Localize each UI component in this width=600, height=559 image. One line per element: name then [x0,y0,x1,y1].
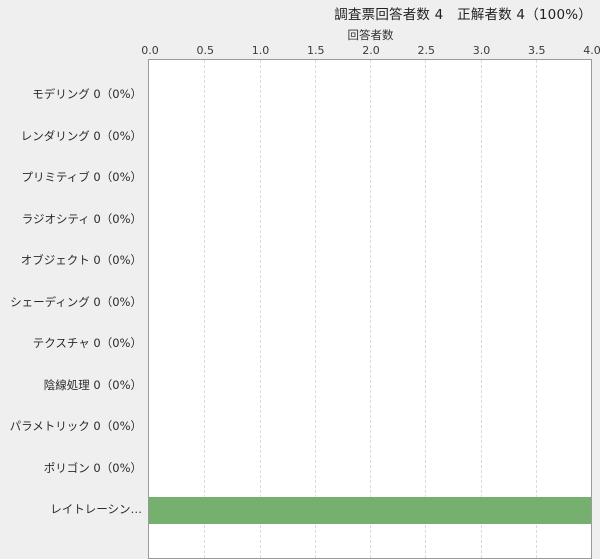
page-title: 調査票回答者数 4 正解者数 4（100%） [334,7,592,23]
y-axis-tick-label: ポリゴン 0（0%） [43,460,142,475]
x-axis-tick-labels: 0.0 0.5 1.0 1.5 2.0 2.5 3.0 3.5 4.0 [141,44,600,58]
bar [149,496,591,524]
x-axis-tick-label: 0.5 [196,44,215,57]
y-axis-tick-label: 陰線処理 0（0%） [43,377,142,392]
y-axis-tick-label: レイトレーシン… [50,502,142,516]
x-axis-tick-label: 4.0 [583,44,600,57]
x-axis-tick-label: 3.5 [528,44,546,57]
x-axis-title: 回答者数 [347,28,394,42]
y-axis-tick-label: ラジオシティ 0（0%） [21,211,142,226]
y-axis-tick-label: プリミティブ 0（0%） [21,170,142,184]
y-axis-tick-label: シェーディング 0（0%） [10,294,142,309]
bars-layer [149,60,591,558]
x-axis-tick-label: 2.0 [362,44,380,57]
x-axis-tick-label: 0.0 [141,44,159,57]
x-axis-tick-label: 1.0 [251,44,270,57]
x-axis-tick-label: 3.0 [472,44,491,57]
y-axis-tick-label: テクスチャ 0（0%） [32,336,142,350]
y-axis-tick-label: パラメトリック 0（0%） [9,419,142,433]
y-axis-tick-labels: モデリング 0（0%） レンダリング 0（0%） プリミティブ 0（0%） ラジオシテ… [0,59,142,559]
y-axis-tick-label: モデリング 0（0%） [32,87,142,101]
x-axis-tick-label: 2.5 [417,44,436,57]
y-axis-tick-label: レンダリング 0（0%） [20,128,142,143]
y-axis-tick-label: オブジェクト 0（0%） [20,253,142,267]
plot-area [148,59,592,559]
x-axis-tick-label: 1.5 [307,44,325,57]
